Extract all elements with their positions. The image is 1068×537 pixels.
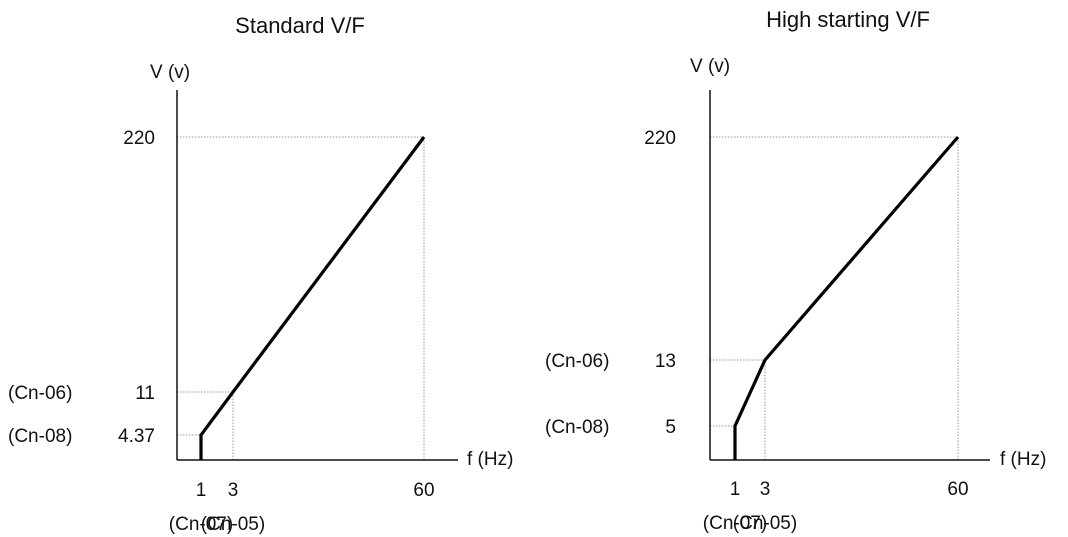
chart-1-vf-curve-line [199,136,426,460]
chart-2-x-axis-label: f (Hz) [1000,449,1046,470]
chart-2-x-param-label-1: (Cn-05) [733,513,797,534]
chart-2-x-tick-label-2: 60 [947,479,968,500]
chart-1-x-axis-label: f (Hz) [467,449,513,470]
chart-1-x-tick-label-2: 60 [413,480,434,501]
chart-2-y-param-label-2: (Cn-08) [545,417,609,438]
chart-2-y-param-label-1: (Cn-06) [545,351,609,372]
chart-2-vf-curve-line [733,135,960,460]
chart-2-x-tick-label-0: 1 [730,479,741,500]
chart-2-y-tick-label-1: 13 [655,351,676,372]
chart-2-y-tick-label-2: 5 [665,417,676,438]
chart-1-y-param-label-2: (Cn-08) [8,426,72,447]
chart-2-title: High starting V/F [766,7,930,32]
chart-1-y-tick-label-0: 220 [123,128,155,149]
chart-1-y-param-label-1: (Cn-06) [8,383,72,404]
chart-1-y-tick-label-1: 11 [135,383,155,404]
chart-1-x-param-label-0: (Cn-07) [169,514,233,535]
chart-1-x-tick-label-0: 1 [196,480,207,501]
chart-1-title: Standard V/F [235,13,365,38]
chart-1-y-axis-label: V (v) [150,62,190,83]
chart-1-y-tick-label-2: 4.37 [118,426,155,447]
chart-2-y-axis-label: V (v) [690,56,730,77]
chart-2-y-tick-label-0: 220 [644,128,676,149]
chart-1-x-param-label-1: (Cn-05) [201,514,265,535]
chart-1-x-tick-label-1: 3 [228,480,239,501]
chart-2-x-param-label-0: (Cn-07) [703,513,767,534]
chart-2-x-tick-label-1: 3 [760,479,771,500]
